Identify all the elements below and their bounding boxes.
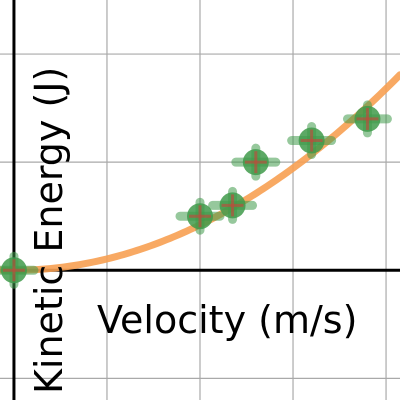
data-point-5 xyxy=(287,122,337,160)
data-point-4 xyxy=(231,143,281,181)
data-point-1 xyxy=(0,251,39,289)
data-point-3 xyxy=(208,186,258,224)
y-axis-label: Kinetic Energy (J) xyxy=(27,67,71,394)
data-point-2 xyxy=(175,197,225,235)
x-axis-label: Velocity (m/s) xyxy=(97,298,357,342)
data-points xyxy=(0,100,392,289)
data-point-6 xyxy=(342,100,392,138)
